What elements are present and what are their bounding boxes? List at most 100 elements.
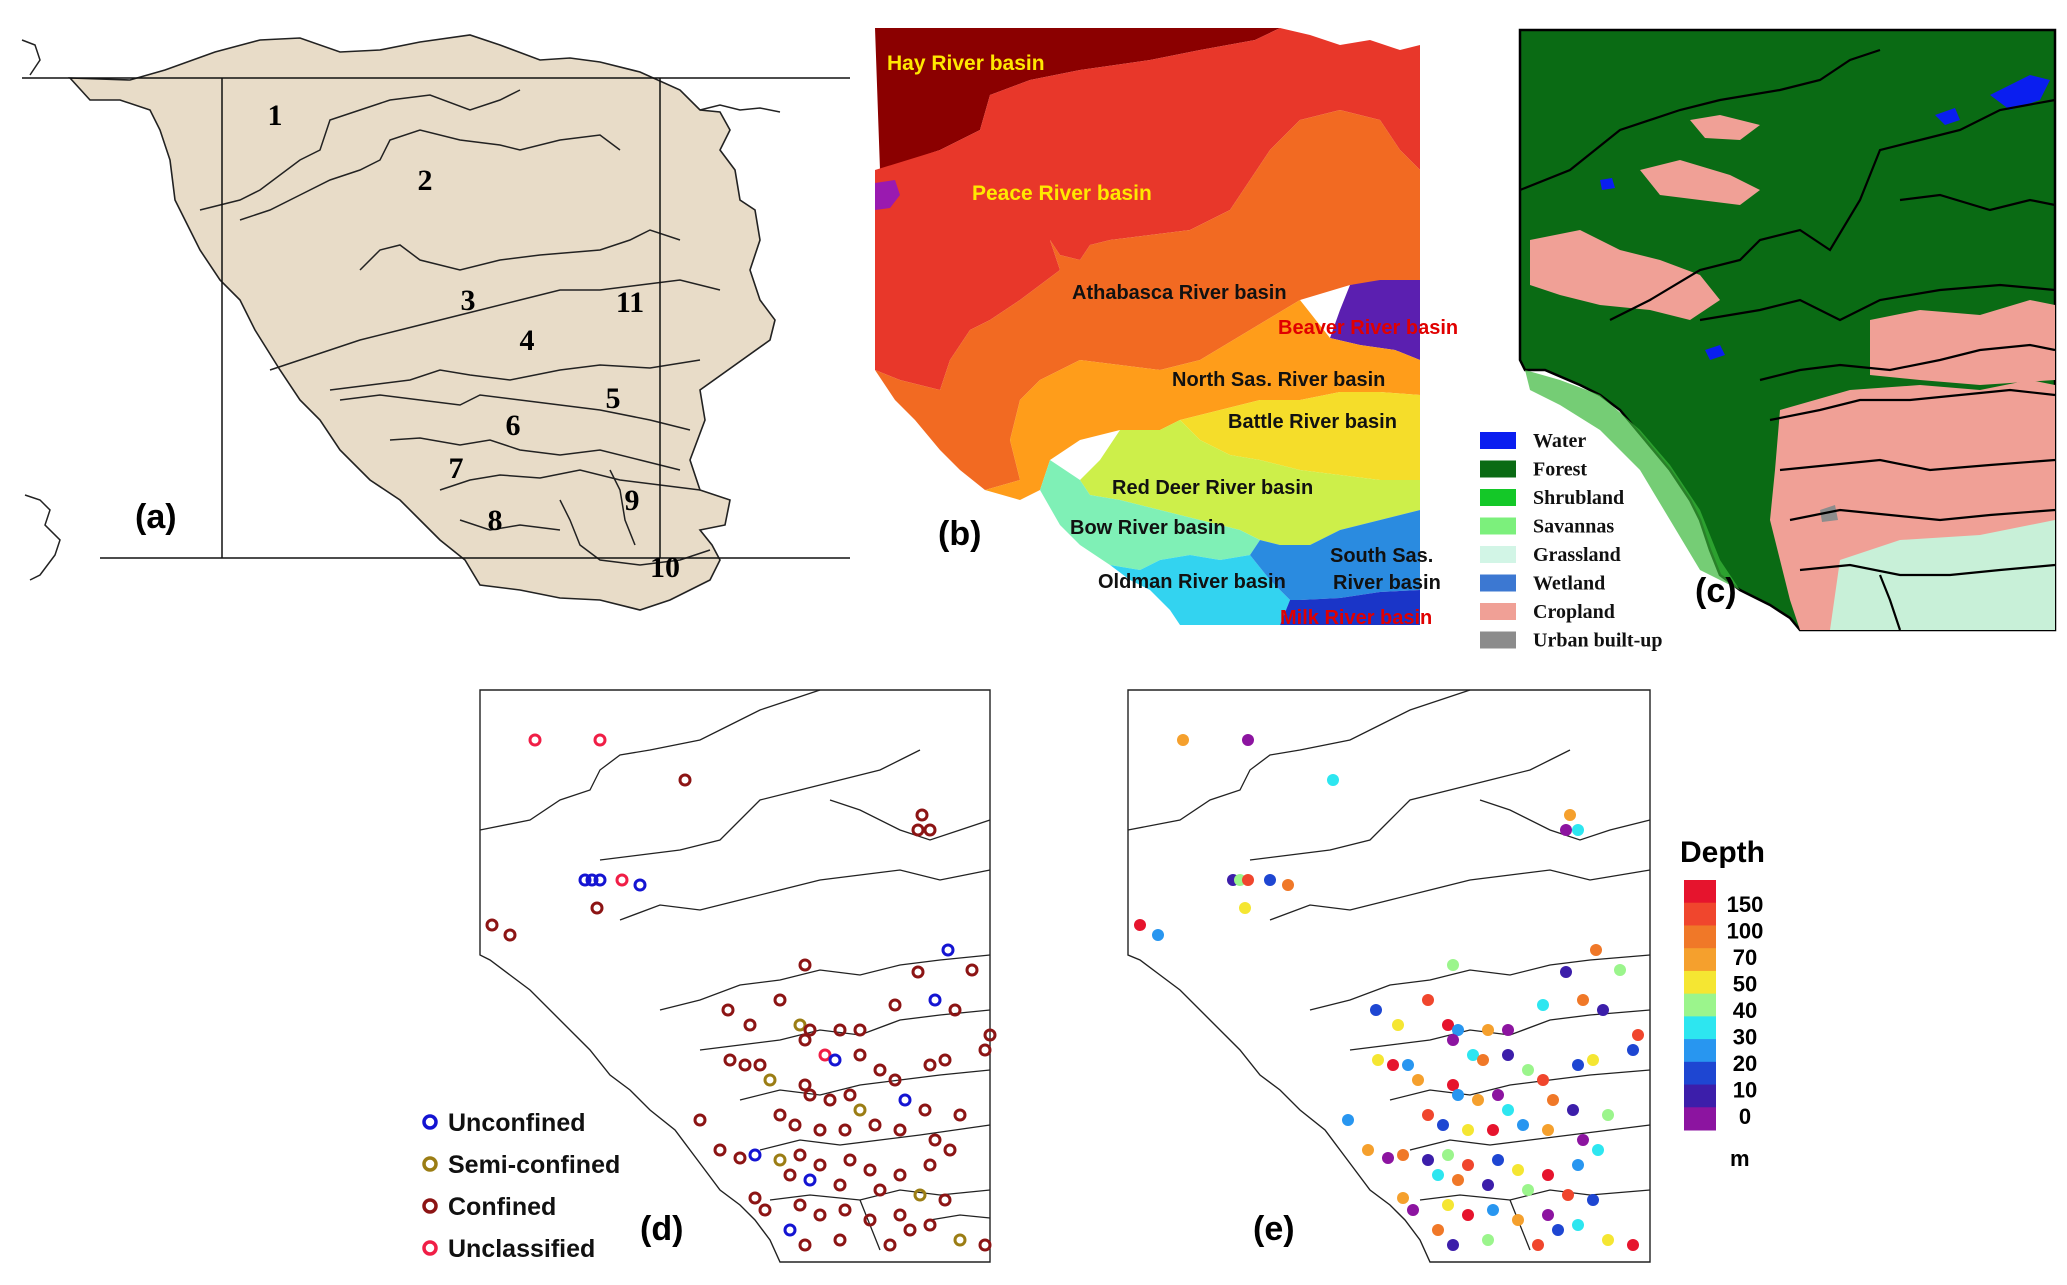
depth-marker	[1447, 1079, 1459, 1091]
well-marker	[813, 1158, 827, 1172]
well-marker	[868, 1118, 882, 1132]
basin-label-bow: Bow River basin	[1070, 517, 1226, 539]
region-number-7: 7	[449, 452, 464, 485]
depth-marker	[1572, 824, 1584, 836]
depth-marker	[1342, 1114, 1354, 1126]
colorbar-tick-label: 50	[1733, 972, 1757, 997]
depth-marker	[1564, 809, 1576, 821]
depth-marker	[1372, 1054, 1384, 1066]
well-marker	[693, 1113, 707, 1127]
depth-marker	[1587, 1194, 1599, 1206]
well-marker	[723, 1053, 737, 1067]
depth-marker	[1522, 1064, 1534, 1076]
landcover-cropland-peace	[1690, 115, 1760, 140]
well-marker	[585, 873, 599, 887]
well-marker	[863, 1213, 877, 1227]
well-marker	[883, 1238, 897, 1252]
landcover-urban-patch	[1820, 505, 1838, 522]
landcover-swatch-water	[1480, 432, 1516, 449]
well-marker	[873, 1183, 887, 1197]
well-marker	[938, 1193, 952, 1207]
panel-a-land	[68, 34, 776, 611]
well-marker	[923, 1158, 937, 1172]
depth-marker	[1502, 1024, 1514, 1036]
basin-shape-athabasca-river	[875, 110, 1420, 490]
basin-shape-hay-river	[875, 28, 1280, 170]
landcover-legend-label: Shrubland	[1533, 487, 1624, 509]
landcover-cropland-north	[1640, 160, 1760, 205]
well-marker	[953, 1233, 967, 1247]
well-marker	[803, 1173, 817, 1187]
depth-marker	[1422, 1154, 1434, 1166]
depth-marker	[1467, 1049, 1479, 1061]
well-marker	[798, 1238, 812, 1252]
depth-marker	[1512, 1214, 1524, 1226]
depth-marker	[1482, 1234, 1494, 1246]
well-marker	[793, 1198, 807, 1212]
well-marker	[888, 1073, 902, 1087]
landcover-legend-label: Forest	[1533, 459, 1587, 481]
well-marker	[783, 1223, 797, 1237]
depth-marker	[1632, 1029, 1644, 1041]
well-marker	[823, 1093, 837, 1107]
depth-marker	[1572, 1219, 1584, 1231]
landcover-swatch-savannas	[1480, 517, 1516, 535]
basin-shape-red-deer-river	[1080, 420, 1420, 545]
aquifer-legend-marker	[422, 1114, 438, 1130]
colorbar-title: Depth	[1680, 836, 1765, 869]
colorbar-segment	[1684, 1061, 1716, 1086]
depth-marker	[1177, 734, 1189, 746]
colorbar-segment	[1684, 993, 1716, 1017]
depth-marker	[1402, 1059, 1414, 1071]
region-number-3: 3	[461, 284, 476, 317]
well-marker	[773, 1108, 787, 1122]
depth-marker	[1462, 1159, 1474, 1171]
well-marker	[798, 958, 812, 972]
well-marker	[803, 1088, 817, 1102]
depth-marker	[1392, 1019, 1404, 1031]
depth-marker	[1542, 1124, 1554, 1136]
depth-marker	[1397, 1149, 1409, 1161]
depth-marker	[1562, 1189, 1574, 1201]
well-marker	[928, 1133, 942, 1147]
depth-marker	[1432, 1169, 1444, 1181]
well-marker	[615, 873, 629, 887]
well-marker	[978, 1043, 992, 1057]
colorbar-tick-label: 20	[1733, 1051, 1757, 1076]
landcover-swatch-wetland	[1480, 574, 1516, 592]
depth-marker	[1590, 944, 1602, 956]
depth-marker	[1370, 1004, 1382, 1016]
depth-marker	[1487, 1204, 1499, 1216]
landcover-water-lake-1	[1990, 75, 2050, 110]
panel-e-label: (e)	[1253, 1210, 1295, 1248]
well-marker	[783, 1168, 797, 1182]
depth-marker	[1532, 1239, 1544, 1251]
landcover-legend-label: Grassland	[1533, 544, 1621, 566]
depth-marker	[1242, 734, 1254, 746]
well-marker	[743, 1018, 757, 1032]
well-marker	[923, 1058, 937, 1072]
landcover-legend-label: Water	[1533, 430, 1586, 452]
colorbar-tick-label: 100	[1727, 919, 1764, 944]
well-marker	[888, 998, 902, 1012]
basin-label-milk: Milk River basin	[1280, 607, 1432, 629]
depth-marker	[1517, 1119, 1529, 1131]
landcover-cropland-west	[1530, 230, 1720, 320]
well-marker	[753, 1058, 767, 1072]
basin-label-red-deer: Red Deer River basin	[1112, 477, 1313, 499]
well-marker	[633, 878, 647, 892]
depth-marker	[1482, 1024, 1494, 1036]
colorbar-segment	[1684, 1016, 1716, 1040]
depth-marker	[1447, 959, 1459, 971]
well-marker	[788, 1118, 802, 1132]
well-marker	[593, 733, 607, 747]
depth-marker	[1552, 1224, 1564, 1236]
aquifer-legend-label: Confined	[448, 1193, 556, 1221]
well-marker	[853, 1023, 867, 1037]
depth-marker	[1522, 1184, 1534, 1196]
colorbar-tick-label: 40	[1733, 998, 1757, 1023]
landcover-legend-label: Urban built-up	[1533, 630, 1663, 652]
depth-marker	[1387, 1059, 1399, 1071]
depth-marker	[1442, 1149, 1454, 1161]
